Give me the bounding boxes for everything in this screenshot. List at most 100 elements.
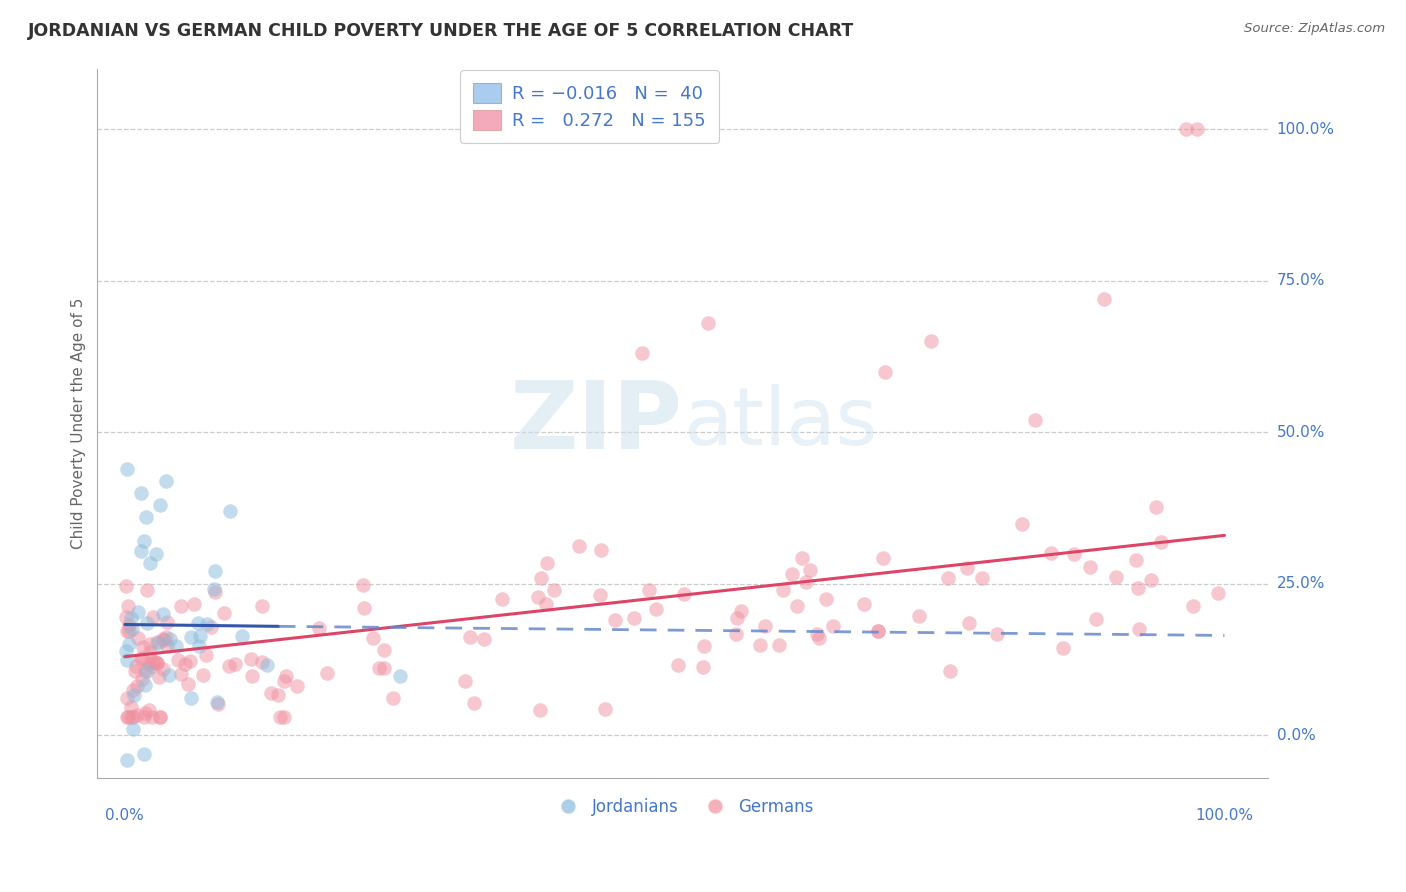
Point xyxy=(218,504,240,518)
Point xyxy=(1063,547,1085,561)
Point xyxy=(115,579,138,593)
Text: 50.0%: 50.0% xyxy=(1277,425,1324,440)
Point xyxy=(472,632,495,646)
Point xyxy=(149,709,172,723)
Point xyxy=(115,461,138,475)
Point xyxy=(131,650,153,665)
Point xyxy=(970,571,993,585)
Point xyxy=(603,613,626,627)
Point xyxy=(118,637,141,651)
Point xyxy=(131,672,153,686)
Point xyxy=(1024,413,1046,427)
Point xyxy=(1128,622,1150,636)
Point xyxy=(142,610,165,624)
Point xyxy=(794,574,817,589)
Text: Source: ZipAtlas.com: Source: ZipAtlas.com xyxy=(1244,22,1385,36)
Point xyxy=(623,611,645,625)
Point xyxy=(1052,640,1074,655)
Point xyxy=(696,316,718,330)
Point xyxy=(692,660,714,674)
Point xyxy=(159,632,181,646)
Point xyxy=(1206,586,1229,600)
Point xyxy=(122,710,145,724)
Point xyxy=(118,618,141,632)
Point xyxy=(273,673,295,688)
Point xyxy=(122,723,145,737)
Point xyxy=(631,346,654,360)
Point xyxy=(132,747,155,761)
Point xyxy=(381,691,404,706)
Point xyxy=(458,630,481,644)
Point xyxy=(308,621,330,635)
Point xyxy=(768,638,790,652)
Point xyxy=(177,677,200,691)
Point xyxy=(806,627,828,641)
Point xyxy=(120,699,142,714)
Point xyxy=(138,637,160,651)
Point xyxy=(1084,611,1107,625)
Text: JORDANIAN VS GERMAN CHILD POVERTY UNDER THE AGE OF 5 CORRELATION CHART: JORDANIAN VS GERMAN CHILD POVERTY UNDER … xyxy=(28,22,855,40)
Point xyxy=(799,563,821,577)
Point xyxy=(673,587,696,601)
Point xyxy=(749,638,772,652)
Point xyxy=(120,611,142,625)
Point xyxy=(527,590,550,604)
Point xyxy=(1182,599,1205,614)
Point xyxy=(156,640,179,654)
Point xyxy=(936,571,959,585)
Point xyxy=(637,582,659,597)
Point xyxy=(1140,573,1163,587)
Point xyxy=(115,644,138,658)
Point xyxy=(149,498,172,512)
Point xyxy=(256,657,278,672)
Point xyxy=(127,679,149,693)
Point xyxy=(183,597,205,611)
Point xyxy=(790,550,813,565)
Point xyxy=(285,679,308,693)
Point xyxy=(724,627,747,641)
Point xyxy=(772,583,794,598)
Point xyxy=(135,510,157,524)
Point xyxy=(115,690,138,705)
Point xyxy=(188,640,211,654)
Point xyxy=(135,582,157,597)
Point xyxy=(152,607,174,622)
Point xyxy=(117,599,139,613)
Point xyxy=(117,710,139,724)
Point xyxy=(754,619,776,633)
Point xyxy=(1185,122,1208,136)
Point xyxy=(115,610,138,624)
Point xyxy=(145,547,167,561)
Point xyxy=(205,695,228,709)
Point xyxy=(821,618,844,632)
Point xyxy=(388,669,411,683)
Point xyxy=(202,582,225,596)
Point xyxy=(353,600,375,615)
Point xyxy=(866,624,889,638)
Point xyxy=(589,543,612,558)
Point xyxy=(124,664,146,678)
Point xyxy=(725,611,748,625)
Point xyxy=(143,655,166,669)
Point xyxy=(250,599,273,614)
Point xyxy=(148,670,170,684)
Point xyxy=(361,631,384,645)
Point xyxy=(373,661,395,675)
Point xyxy=(352,578,374,592)
Point xyxy=(250,656,273,670)
Text: 75.0%: 75.0% xyxy=(1277,273,1324,288)
Point xyxy=(127,632,149,646)
Point xyxy=(274,669,297,683)
Point xyxy=(1125,552,1147,566)
Point xyxy=(135,664,157,678)
Point xyxy=(121,622,143,636)
Point xyxy=(152,632,174,646)
Point xyxy=(134,664,156,678)
Point xyxy=(195,616,218,631)
Point xyxy=(117,710,139,724)
Point xyxy=(134,706,156,721)
Point xyxy=(543,582,565,597)
Point xyxy=(920,334,942,349)
Point xyxy=(132,534,155,549)
Point xyxy=(212,606,235,620)
